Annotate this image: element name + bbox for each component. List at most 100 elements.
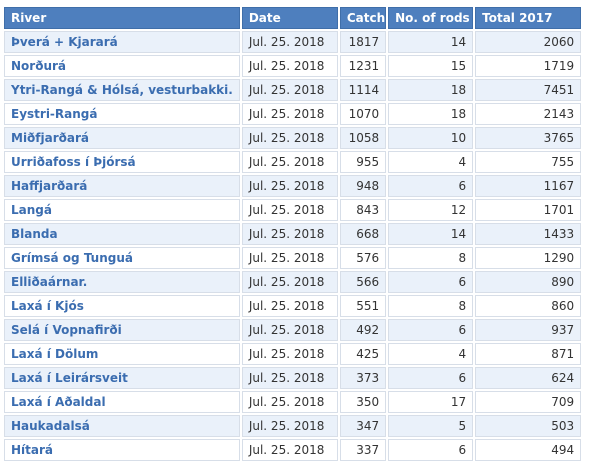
total-2017-cell: 7451: [475, 79, 582, 101]
river-link[interactable]: Haukadalsá: [4, 415, 240, 437]
catch-cell: 668: [339, 223, 387, 245]
river-link[interactable]: Norðurá: [4, 55, 240, 77]
river-link[interactable]: Blanda: [4, 223, 240, 245]
table-header: River Date Catch No. of rods Total 2017: [4, 7, 582, 29]
total-2017-cell: 709: [475, 391, 582, 413]
river-link[interactable]: Grímsá og Tunguá: [4, 247, 240, 269]
catch-cell: 425: [339, 343, 387, 365]
catch-cell: 347: [339, 415, 387, 437]
total-2017-cell: 3765: [475, 127, 582, 149]
catch-cell: 1058: [339, 127, 387, 149]
total-2017-cell: 937: [475, 319, 582, 341]
river-link[interactable]: Laxá í Leirársveit: [4, 367, 240, 389]
column-header-river[interactable]: River: [4, 7, 240, 29]
river-link[interactable]: Langá: [4, 199, 240, 221]
table-row: Laxá í Leirársveit Jul. 25. 2018 373 6 624: [4, 367, 582, 389]
table-row: Selá í Vopnafirði Jul. 25. 2018 492 6 937: [4, 319, 582, 341]
river-link[interactable]: Haffjarðará: [4, 175, 240, 197]
column-header-date[interactable]: Date: [241, 7, 338, 29]
table-row: Elliðaárnar. Jul. 25. 2018 566 6 890: [4, 271, 582, 293]
table-body: Þverá + Kjarará Jul. 25. 2018 1817 14 2060 No…: [4, 31, 582, 461]
river-catch-table: River Date Catch No. of rods Total 2017 …: [2, 5, 583, 463]
table-row: Miðfjarðará Jul. 25. 2018 1058 10 3765: [4, 127, 582, 149]
date-cell: Jul. 25. 2018: [241, 247, 338, 269]
total-2017-cell: 494: [475, 439, 582, 461]
rods-cell: 6: [388, 271, 474, 293]
river-link[interactable]: Elliðaárnar.: [4, 271, 240, 293]
table-row: Þverá + Kjarará Jul. 25. 2018 1817 14 2060: [4, 31, 582, 53]
rods-cell: 4: [388, 151, 474, 173]
catch-cell: 350: [339, 391, 387, 413]
column-header-total-2017[interactable]: Total 2017: [475, 7, 582, 29]
catch-cell: 1114: [339, 79, 387, 101]
date-cell: Jul. 25. 2018: [241, 103, 338, 125]
total-2017-cell: 503: [475, 415, 582, 437]
total-2017-cell: 624: [475, 367, 582, 389]
river-link[interactable]: Urriðafoss í Þjórsá: [4, 151, 240, 173]
date-cell: Jul. 25. 2018: [241, 55, 338, 77]
column-header-rods[interactable]: No. of rods: [388, 7, 474, 29]
rods-cell: 6: [388, 319, 474, 341]
total-2017-cell: 1167: [475, 175, 582, 197]
date-cell: Jul. 25. 2018: [241, 271, 338, 293]
river-link[interactable]: Selá í Vopnafirði: [4, 319, 240, 341]
table-row: Ytri-Rangá & Hólsá, vesturbakki. Jul. 25.…: [4, 79, 582, 101]
rods-cell: 10: [388, 127, 474, 149]
date-cell: Jul. 25. 2018: [241, 31, 338, 53]
rods-cell: 15: [388, 55, 474, 77]
total-2017-cell: 860: [475, 295, 582, 317]
column-header-catch[interactable]: Catch: [339, 7, 387, 29]
total-2017-cell: 1290: [475, 247, 582, 269]
date-cell: Jul. 25. 2018: [241, 415, 338, 437]
date-cell: Jul. 25. 2018: [241, 79, 338, 101]
table-row: Laxá í Kjós Jul. 25. 2018 551 8 860: [4, 295, 582, 317]
rods-cell: 6: [388, 439, 474, 461]
date-cell: Jul. 25. 2018: [241, 127, 338, 149]
date-cell: Jul. 25. 2018: [241, 223, 338, 245]
rods-cell: 8: [388, 247, 474, 269]
header-row: River Date Catch No. of rods Total 2017: [4, 7, 582, 29]
river-link[interactable]: Þverá + Kjarará: [4, 31, 240, 53]
river-link[interactable]: Ytri-Rangá & Hólsá, vesturbakki.: [4, 79, 240, 101]
catch-cell: 337: [339, 439, 387, 461]
rods-cell: 6: [388, 367, 474, 389]
river-link[interactable]: Eystri-Rangá: [4, 103, 240, 125]
date-cell: Jul. 25. 2018: [241, 439, 338, 461]
rods-cell: 14: [388, 31, 474, 53]
date-cell: Jul. 25. 2018: [241, 343, 338, 365]
rods-cell: 14: [388, 223, 474, 245]
date-cell: Jul. 25. 2018: [241, 391, 338, 413]
catch-cell: 1070: [339, 103, 387, 125]
rods-cell: 6: [388, 175, 474, 197]
date-cell: Jul. 25. 2018: [241, 295, 338, 317]
table-row: Langá Jul. 25. 2018 843 12 1701: [4, 199, 582, 221]
catch-cell: 1817: [339, 31, 387, 53]
table-row: Grímsá og Tunguá Jul. 25. 2018 576 8 1290: [4, 247, 582, 269]
table-row: Norðurá Jul. 25. 2018 1231 15 1719: [4, 55, 582, 77]
river-link[interactable]: Laxá í Dölum: [4, 343, 240, 365]
total-2017-cell: 2143: [475, 103, 582, 125]
rods-cell: 18: [388, 103, 474, 125]
date-cell: Jul. 25. 2018: [241, 319, 338, 341]
date-cell: Jul. 25. 2018: [241, 151, 338, 173]
total-2017-cell: 755: [475, 151, 582, 173]
total-2017-cell: 890: [475, 271, 582, 293]
catch-cell: 576: [339, 247, 387, 269]
table-row: Urriðafoss í Þjórsá Jul. 25. 2018 955 4 755: [4, 151, 582, 173]
river-link[interactable]: Laxá í Kjós: [4, 295, 240, 317]
river-link[interactable]: Hítará: [4, 439, 240, 461]
rods-cell: 8: [388, 295, 474, 317]
date-cell: Jul. 25. 2018: [241, 175, 338, 197]
date-cell: Jul. 25. 2018: [241, 199, 338, 221]
table-row: Hítará Jul. 25. 2018 337 6 494: [4, 439, 582, 461]
table-row: Blanda Jul. 25. 2018 668 14 1433: [4, 223, 582, 245]
river-link[interactable]: Laxá í Aðaldal: [4, 391, 240, 413]
table-row: Eystri-Rangá Jul. 25. 2018 1070 18 2143: [4, 103, 582, 125]
total-2017-cell: 1433: [475, 223, 582, 245]
catch-cell: 373: [339, 367, 387, 389]
river-link[interactable]: Miðfjarðará: [4, 127, 240, 149]
table-row: Haffjarðará Jul. 25. 2018 948 6 1167: [4, 175, 582, 197]
catch-cell: 492: [339, 319, 387, 341]
catch-cell: 1231: [339, 55, 387, 77]
